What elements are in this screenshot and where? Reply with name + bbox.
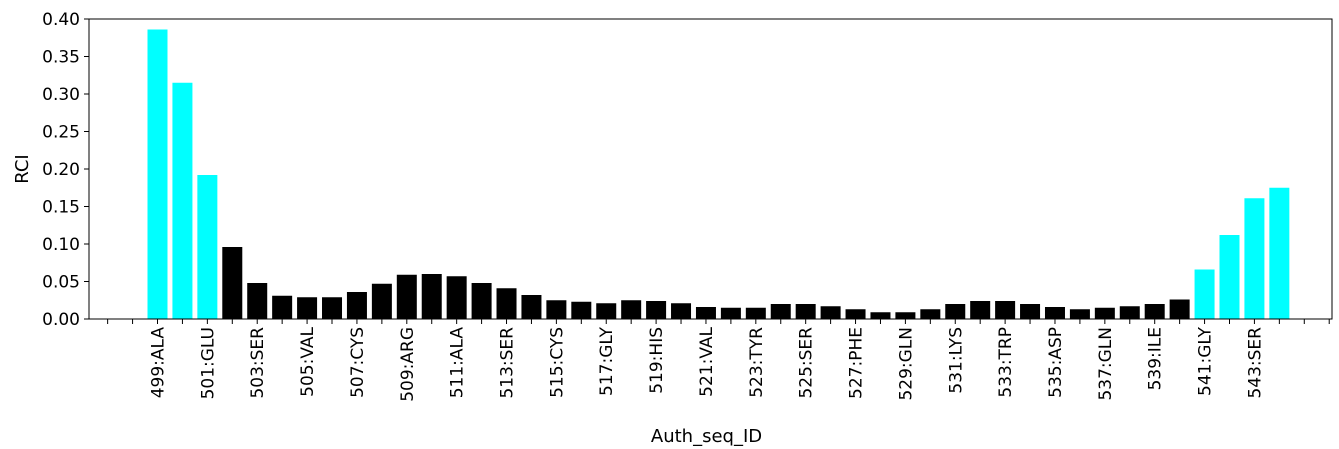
y-tick-label: 0.40 bbox=[42, 10, 80, 30]
bar-506 bbox=[322, 297, 343, 319]
bar-536 bbox=[1069, 309, 1090, 319]
bar-518 bbox=[621, 300, 642, 319]
x-tick-label: 543:SER bbox=[1245, 327, 1265, 399]
x-tick-label: 521:VAL bbox=[697, 326, 717, 396]
bar-514 bbox=[521, 295, 542, 319]
x-tick-label: 541:GLY bbox=[1196, 326, 1216, 396]
bar-516 bbox=[571, 301, 592, 319]
bar-523:TYR bbox=[745, 307, 766, 319]
bar-529:GLN bbox=[895, 312, 916, 319]
bar-499:ALA bbox=[147, 29, 168, 319]
y-axis-label: RCI bbox=[12, 154, 33, 184]
x-tick-label: 511:ALA bbox=[448, 327, 468, 399]
x-tick-label: 533:TRP bbox=[996, 327, 1016, 398]
bar-508 bbox=[371, 283, 392, 319]
bar-525:SER bbox=[795, 304, 816, 319]
y-tick-label: 0.35 bbox=[42, 48, 80, 68]
bar-515:CYS bbox=[546, 300, 567, 319]
plot-frame bbox=[88, 18, 1333, 320]
bar-505:VAL bbox=[297, 297, 318, 319]
x-tick-label: 527:PHE bbox=[847, 327, 867, 399]
x-tick-label: 531:LYS bbox=[946, 327, 966, 394]
bar-501:GLU bbox=[197, 175, 218, 319]
bar-528 bbox=[870, 312, 891, 319]
bar-526 bbox=[820, 306, 841, 319]
bar-530 bbox=[920, 309, 941, 319]
y-axis-ticks: 0.00 0.05 0.10 0.15 0.20 0.25 0.30 0.35 0.40 bbox=[42, 10, 89, 330]
x-axis-ticks: 499:ALA 501:GLU 503:SER 505:VAL 507:CYS 509:A… bbox=[107, 319, 1330, 402]
x-tick-label: 525:SER bbox=[797, 327, 817, 399]
bar-522 bbox=[720, 307, 741, 319]
x-tick-label: 539:ILE bbox=[1146, 327, 1166, 390]
x-tick-label: 499:ALA bbox=[149, 327, 169, 399]
x-tick-label: 507:CYS bbox=[348, 327, 368, 398]
x-tick-label: 509:ARG bbox=[398, 327, 418, 402]
bar-509:ARG bbox=[396, 274, 417, 319]
y-tick-label: 0.10 bbox=[42, 235, 80, 255]
bar-512 bbox=[471, 283, 492, 319]
bar-521:VAL bbox=[695, 307, 716, 319]
bar-542 bbox=[1219, 235, 1240, 319]
x-tick-label: 505:VAL bbox=[298, 326, 318, 396]
bar-520 bbox=[671, 303, 692, 319]
y-tick-label: 0.30 bbox=[42, 85, 80, 105]
bar-524 bbox=[770, 304, 791, 319]
bar-507:CYS bbox=[346, 292, 367, 319]
bar-504 bbox=[272, 295, 293, 319]
y-tick-label: 0.00 bbox=[42, 310, 80, 330]
bar-543:SER bbox=[1244, 198, 1265, 319]
bar-535:ASP bbox=[1044, 307, 1065, 319]
bar-527:PHE bbox=[845, 309, 866, 319]
y-tick-label: 0.20 bbox=[42, 160, 80, 180]
x-tick-label: 523:TYR bbox=[747, 327, 767, 398]
bar-510 bbox=[421, 274, 442, 319]
bar-503:SER bbox=[247, 283, 268, 319]
bar-538 bbox=[1119, 306, 1140, 319]
bar-539:ILE bbox=[1144, 304, 1165, 319]
bar-519:HIS bbox=[646, 301, 667, 319]
bars-group bbox=[147, 29, 1290, 319]
bar-517:GLY bbox=[596, 303, 617, 319]
bar-500 bbox=[172, 82, 193, 319]
bar-513:SER bbox=[496, 288, 517, 319]
bar-511:ALA bbox=[446, 276, 467, 319]
bar-544 bbox=[1269, 187, 1290, 319]
y-tick-label: 0.05 bbox=[42, 273, 80, 293]
x-tick-label: 515:CYS bbox=[547, 327, 567, 398]
x-axis-label: Auth_seq_ID bbox=[651, 426, 762, 447]
x-tick-label: 501:GLU bbox=[198, 327, 218, 399]
x-tick-label: 517:GLY bbox=[597, 326, 617, 396]
bar-502 bbox=[222, 247, 243, 319]
bar-533:TRP bbox=[995, 301, 1016, 319]
x-tick-label: 503:SER bbox=[248, 327, 268, 399]
bar-537:GLN bbox=[1094, 307, 1115, 319]
bar-534 bbox=[1020, 304, 1041, 319]
x-tick-label: 535:ASP bbox=[1046, 327, 1066, 398]
y-tick-label: 0.15 bbox=[42, 198, 80, 218]
x-tick-label: 537:GLN bbox=[1096, 327, 1116, 401]
bar-531:LYS bbox=[945, 304, 966, 319]
bar-541:GLY bbox=[1194, 269, 1215, 319]
x-tick-label: 513:SER bbox=[498, 327, 518, 399]
x-tick-label: 519:HIS bbox=[647, 327, 667, 394]
x-tick-label: 529:GLN bbox=[896, 327, 916, 401]
bar-540 bbox=[1169, 299, 1190, 319]
y-tick-label: 0.25 bbox=[42, 123, 80, 143]
bar-532 bbox=[970, 301, 991, 319]
